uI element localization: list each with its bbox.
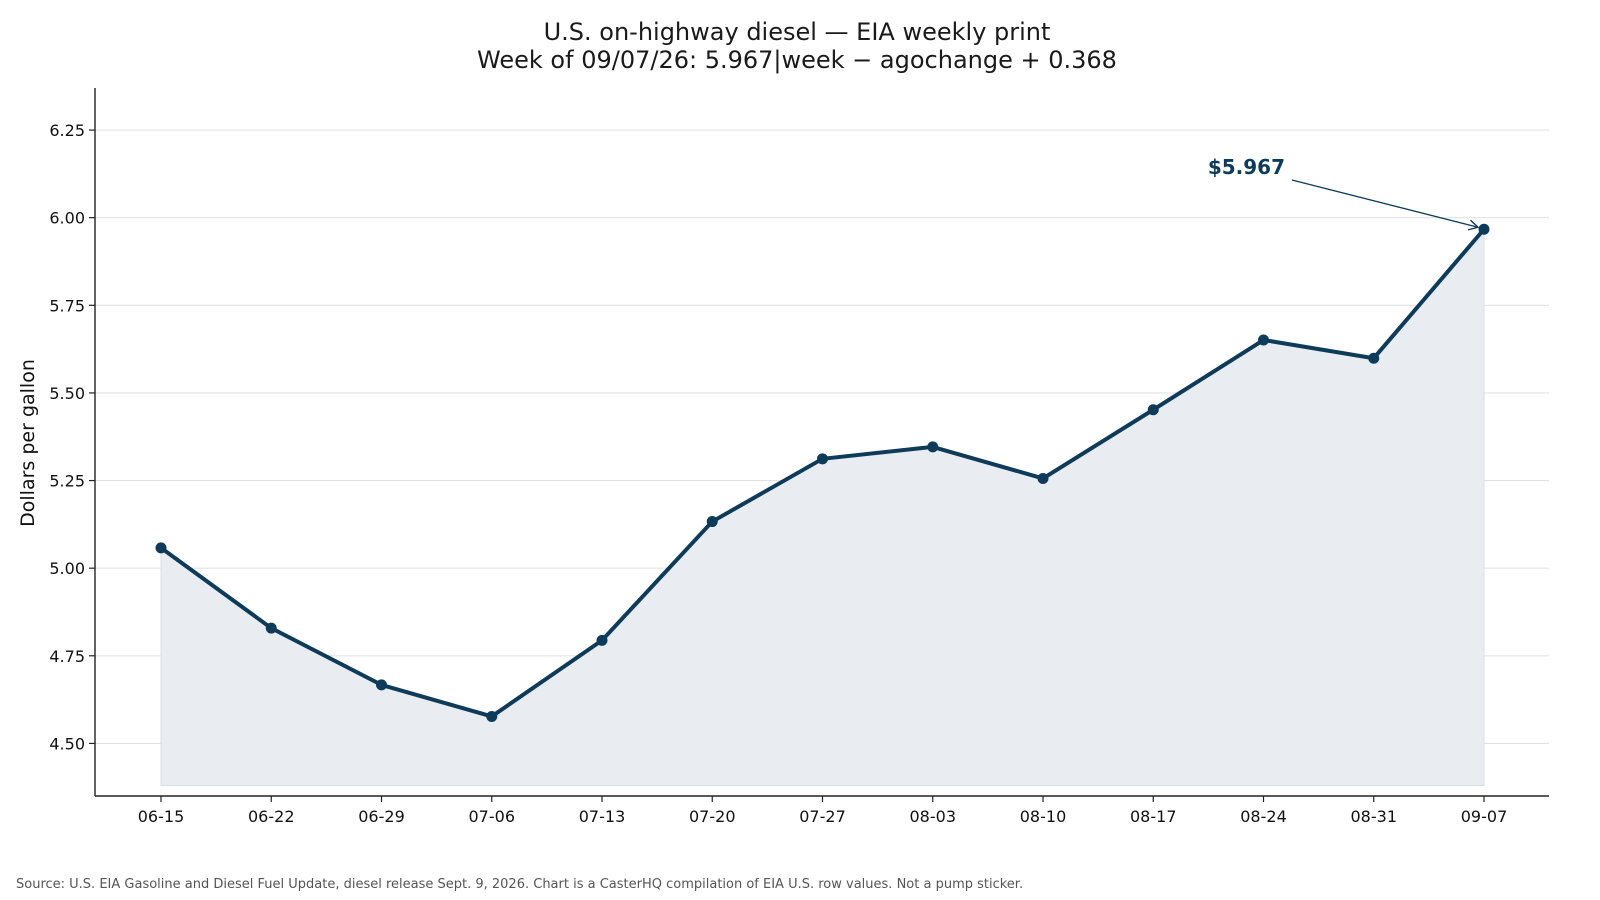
chart-subtitle-text: Week of 09/07/26: 5.967|week − agochange…	[477, 46, 1117, 74]
data-point	[155, 542, 167, 554]
x-tick-label: 08-03	[910, 807, 957, 826]
chart-subtitle: Week of 09/07/26: 5.967|week − agochange…	[477, 46, 1117, 74]
x-tick-label: 07-27	[799, 807, 846, 826]
data-point	[1258, 334, 1269, 346]
data-point	[1368, 352, 1380, 364]
data-point	[817, 453, 828, 465]
annotation-arrow	[1291, 179, 1480, 231]
source-note: Source: U.S. EIA Gasoline and Diesel Fue…	[16, 877, 1023, 892]
x-tick-label: 06-15	[138, 807, 185, 826]
x-tick-label: 07-06	[469, 807, 516, 826]
data-point	[1478, 223, 1490, 235]
x-tick-label: 09-07	[1461, 807, 1508, 826]
y-tick-label: 5.25	[49, 472, 85, 491]
data-point	[486, 710, 498, 722]
data-point	[927, 441, 939, 453]
area-fill	[160, 227, 1485, 786]
x-tick-label: 08-31	[1351, 807, 1398, 826]
x-tick-label: 08-17	[1130, 807, 1177, 826]
x-tick-label: 06-29	[358, 807, 405, 826]
data-point	[376, 679, 387, 691]
chart-title: U.S. on-highway diesel — EIA weekly prin…	[544, 18, 1051, 46]
x-tick-label: 07-13	[579, 807, 626, 826]
data-points	[155, 223, 1490, 722]
annotation: $5.967	[1208, 155, 1480, 231]
y-tick-label: 4.50	[49, 734, 85, 753]
data-point	[706, 516, 718, 528]
x-tick-label: 08-10	[1020, 807, 1067, 826]
x-tick-label: 06-22	[248, 807, 295, 826]
y-axis-ticks: 4.50 4.75 5.00 5.25 5.50 5.75 6.00 6.25	[49, 121, 95, 753]
y-tick-label: 4.75	[49, 647, 85, 666]
data-point	[1147, 404, 1159, 416]
y-tick-label: 5.50	[49, 384, 85, 403]
x-tick-label: 07-20	[689, 807, 736, 826]
data-point	[1037, 472, 1049, 484]
x-tick-label: 08-24	[1240, 807, 1287, 826]
y-axis-label: Dollars per gallon	[17, 359, 39, 527]
data-point	[596, 634, 608, 646]
y-tick-label: 5.75	[49, 296, 85, 315]
y-tick-label: 5.00	[49, 559, 85, 578]
y-tick-label: 6.00	[49, 209, 85, 228]
annotation-label: $5.967	[1208, 155, 1285, 179]
x-axis-ticks: 06-15 06-22 06-29 07-06 07-13 07-20 07-27 08-03…	[138, 796, 1508, 826]
y-tick-label: 6.25	[49, 121, 85, 140]
data-point	[265, 622, 277, 634]
